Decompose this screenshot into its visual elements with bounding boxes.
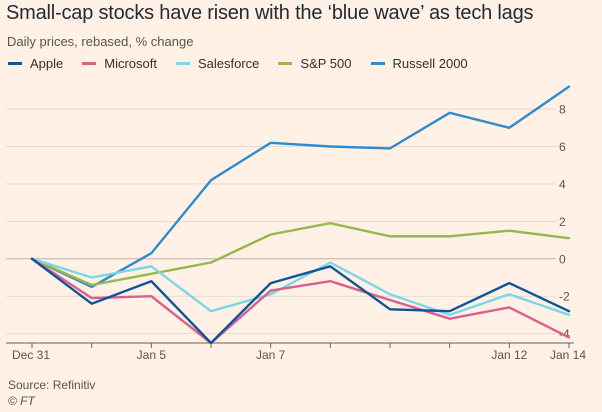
legend-item-apple: Apple xyxy=(8,56,63,71)
legend-swatch-microsoft xyxy=(82,62,97,65)
chart-legend: Apple Microsoft Salesforce S&P 500 Russe… xyxy=(8,56,487,71)
legend-label-apple: Apple xyxy=(30,56,64,71)
series-line-s-p-500 xyxy=(30,221,571,287)
y-tick-label: 4 xyxy=(559,177,566,191)
chart-title: Small-cap stocks have risen with the ‘bl… xyxy=(6,2,534,24)
x-tick-label: Jan 5 xyxy=(137,348,167,362)
legend-item-russell-2000: Russell 2000 xyxy=(370,56,468,71)
x-tick-label: Jan 14 xyxy=(550,348,586,362)
series-line-apple xyxy=(30,257,571,345)
y-tick-label: 0 xyxy=(559,252,566,266)
y-tick-label: 8 xyxy=(559,103,566,117)
legend-item-sp500: S&P 500 xyxy=(278,56,352,71)
x-tick-label: Jan 7 xyxy=(256,348,286,362)
y-tick-label: 2 xyxy=(559,215,566,229)
legend-label-salesforce: Salesforce xyxy=(197,56,260,71)
series-line-salesforce xyxy=(30,257,571,317)
series-line-microsoft xyxy=(30,257,571,345)
legend-item-salesforce: Salesforce xyxy=(175,56,260,71)
legend-swatch-sp500 xyxy=(278,62,293,65)
x-tick-label: Jan 12 xyxy=(491,348,527,362)
y-tick-label: 6 xyxy=(559,140,566,154)
legend-swatch-salesforce xyxy=(175,62,190,65)
series-line-russell-2000 xyxy=(30,85,571,289)
ft-credit: © FT xyxy=(8,394,35,408)
chart-subtitle: Daily prices, rebased, % change xyxy=(7,34,194,49)
legend-label-sp500: S&P 500 xyxy=(300,56,352,71)
legend-swatch-apple xyxy=(8,62,22,65)
source-note: Source: Refinitiv xyxy=(8,378,96,392)
legend-label-russell-2000: Russell 2000 xyxy=(392,56,468,71)
legend-swatch-russell-2000 xyxy=(370,62,385,65)
x-tick-label: Dec 31 xyxy=(12,348,50,362)
y-tick-label: -2 xyxy=(559,290,570,304)
legend-label-microsoft: Microsoft xyxy=(104,56,157,71)
legend-item-microsoft: Microsoft xyxy=(82,56,157,71)
